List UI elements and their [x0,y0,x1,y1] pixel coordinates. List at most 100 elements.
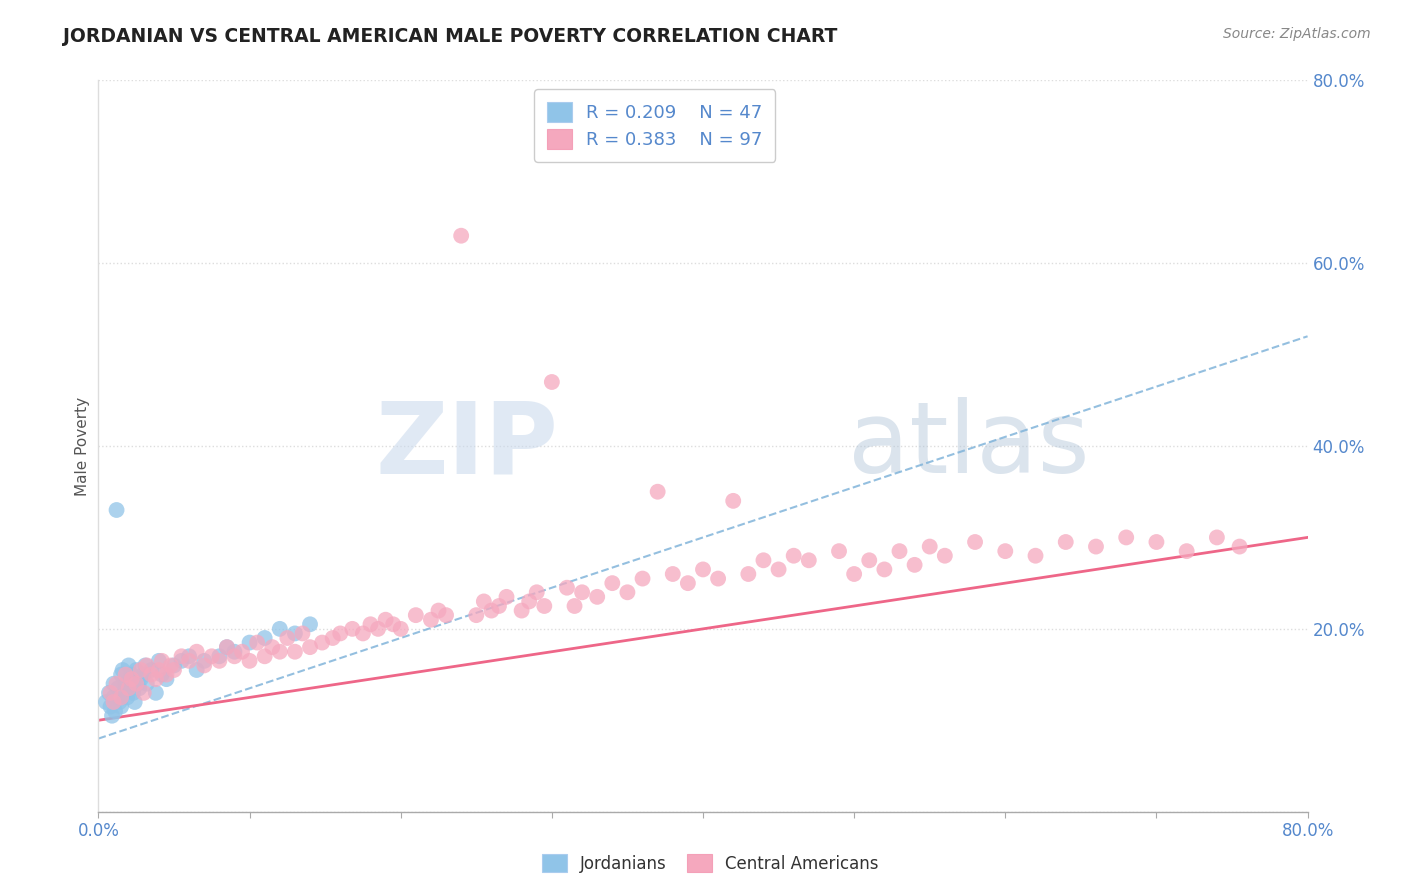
Point [1024,549,1046,563]
Point [616,585,638,599]
Point [103,690,125,705]
Point [129,663,152,677]
Point [186,645,208,659]
Point [602,576,624,591]
Point [555,581,578,595]
Point [124,695,146,709]
Point [148,663,170,677]
Point [141,663,163,677]
Point [246,635,269,649]
Point [752,553,775,567]
Point [121,672,143,686]
Point [284,645,307,659]
Point [329,626,352,640]
Point [193,654,215,668]
Point [1206,530,1229,544]
Point [768,562,790,576]
Point [934,549,956,563]
Point [100,699,122,714]
Y-axis label: Male Poverty: Male Poverty [75,396,90,496]
Point [155,672,177,686]
Point [374,613,396,627]
Point [145,672,167,686]
Point [262,640,284,655]
Point [118,658,141,673]
Point [352,626,374,640]
Point [405,608,427,623]
Point [145,686,167,700]
Point [160,658,183,673]
Point [104,704,127,718]
Point [465,608,488,623]
Point [586,590,609,604]
Point [994,544,1017,558]
Point [269,622,291,636]
Point [1085,540,1108,554]
Point [118,681,141,696]
Point [100,686,122,700]
Point [132,667,155,681]
Point [215,640,238,655]
Point [858,553,880,567]
Point [112,686,135,700]
Point [208,649,231,664]
Point [495,590,517,604]
Point [253,631,276,645]
Point [114,676,136,690]
Point [517,594,540,608]
Point [564,599,586,613]
Point [94,695,117,709]
Point [98,686,121,700]
Point [127,676,149,690]
Point [1144,535,1167,549]
Point [179,654,201,668]
Point [186,663,208,677]
Point [1054,535,1077,549]
Point [150,667,173,681]
Point [201,649,224,664]
Legend: Jordanians, Central Americans: Jordanians, Central Americans [534,847,886,880]
Point [107,681,129,696]
Text: ZIP: ZIP [375,398,558,494]
Point [311,635,333,649]
Point [1229,540,1251,554]
Point [420,613,443,627]
Point [120,672,142,686]
Point [253,649,276,664]
Point [647,484,669,499]
Point [342,622,364,636]
Point [111,663,134,677]
Point [488,599,510,613]
Point [135,658,157,673]
Point [661,567,683,582]
Point [828,544,851,558]
Point [110,667,132,681]
Point [571,585,593,599]
Point [121,667,143,681]
Point [163,663,186,677]
Point [472,594,495,608]
Point [224,645,246,659]
Point [889,544,911,558]
Point [108,695,131,709]
Point [129,672,152,686]
Point [125,663,148,677]
Point [533,599,555,613]
Point [540,375,562,389]
Point [783,549,806,563]
Point [141,667,163,681]
Text: atlas: atlas [848,398,1090,494]
Point [115,690,138,705]
Point [707,572,730,586]
Point [965,535,987,549]
Point [170,649,193,664]
Point [692,562,714,576]
Point [134,658,156,673]
Point [299,640,322,655]
Point [382,617,405,632]
Point [389,622,412,636]
Point [1175,544,1198,558]
Point [148,654,170,668]
Point [367,622,389,636]
Point [434,608,457,623]
